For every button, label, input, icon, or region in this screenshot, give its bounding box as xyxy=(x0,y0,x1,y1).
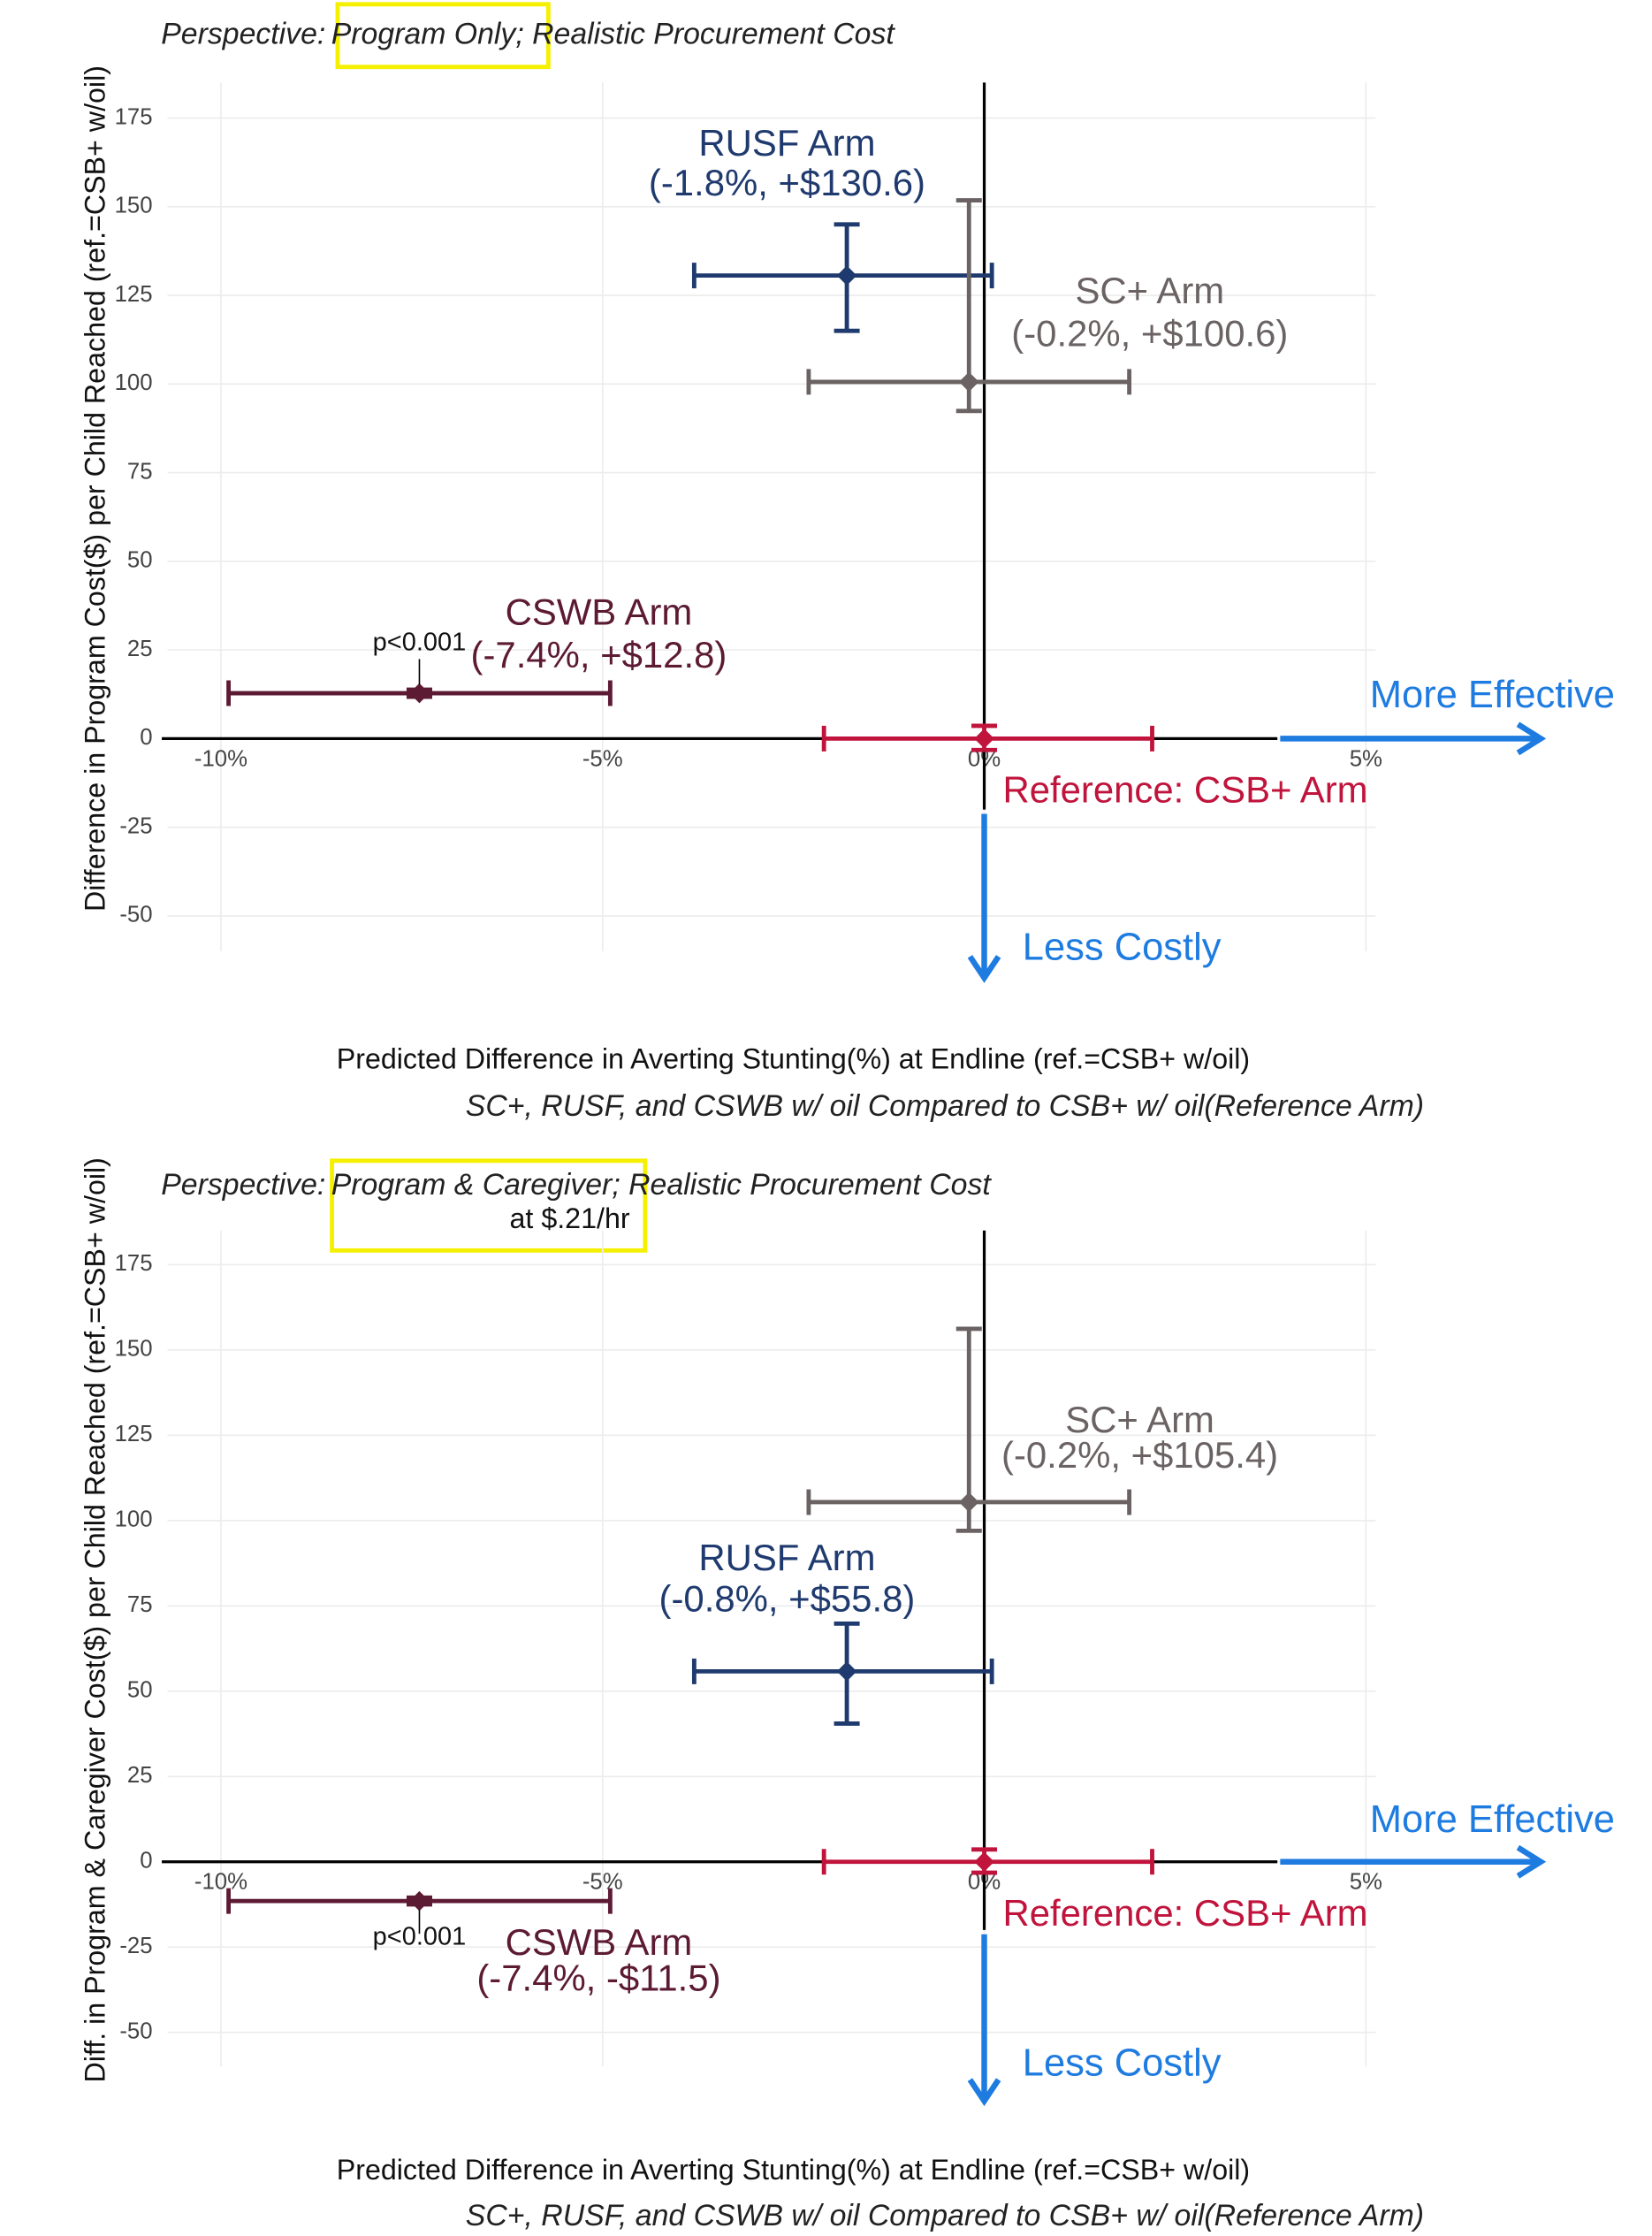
y-tick-label: -50 xyxy=(119,2019,152,2044)
chart-title: Perspective: Program Only; Realistic Proc… xyxy=(161,17,895,50)
x-tick-label: -10% xyxy=(194,1870,247,1895)
annotation: p<0.001 xyxy=(373,628,467,656)
x-tick-label: 5% xyxy=(1350,746,1382,771)
y-tick-label: 125 xyxy=(115,282,153,307)
series-label: SC+ Arm xyxy=(1075,270,1224,311)
chart-title: Perspective: Program & Caregiver; Realist… xyxy=(161,1168,992,1202)
y-tick-label: 150 xyxy=(115,1337,153,1362)
arrow-head xyxy=(967,2078,1001,2107)
series-value-label: (-0.2%, +$100.6) xyxy=(1011,312,1288,354)
series-value-label: (-0.8%, +$55.8) xyxy=(659,1578,916,1620)
point xyxy=(974,1851,994,1873)
y-tick-label: -50 xyxy=(119,903,152,927)
y-tick-label: 125 xyxy=(115,1422,153,1446)
annotation: More Effective xyxy=(1370,1798,1615,1841)
y-tick-label: 0 xyxy=(140,1849,152,1874)
y-tick-label: 150 xyxy=(115,194,153,218)
y-axis-title: Difference in Program Cost($) per Child … xyxy=(79,65,110,912)
series-label: Reference: CSB+ Arm xyxy=(1002,1892,1367,1934)
title-part: Program Only xyxy=(331,17,518,50)
arrow-head xyxy=(1516,1844,1547,1879)
title-part: Perspective: xyxy=(161,17,325,50)
y-tick-label: 175 xyxy=(115,1251,153,1276)
y-tick-label: 175 xyxy=(115,104,153,129)
y-tick-label: 0 xyxy=(140,725,152,750)
annotation: Less Costly xyxy=(1023,926,1222,968)
series-value-label: (-7.4%, +$12.8) xyxy=(471,634,727,675)
series-value-label: (-7.4%, -$11.5) xyxy=(476,1957,720,1998)
y-tick-label: 50 xyxy=(127,548,153,573)
series-label: CSWB Arm xyxy=(506,591,693,633)
x-tick-label: 5% xyxy=(1350,1870,1382,1895)
y-tick-label: 75 xyxy=(127,459,153,484)
x-axis-title: Predicted Difference in Averting Stuntin… xyxy=(337,1043,1250,1075)
point xyxy=(409,1890,430,1912)
title-part: ; Realistic Procurement Cost xyxy=(612,1168,992,1202)
x-tick-label: -10% xyxy=(194,746,247,771)
annotation: More Effective xyxy=(1370,674,1615,716)
y-tick-label: 25 xyxy=(127,637,153,661)
y-tick-label: 25 xyxy=(127,1763,153,1788)
title-part: ; Realistic Procurement Cost xyxy=(515,17,895,50)
chart-subtitle: at $.21/hr xyxy=(510,1202,630,1234)
annotation: Less Costly xyxy=(1023,2042,1222,2085)
caption: SC+, RUSF, and CSWB w/ oil Compared to C… xyxy=(466,1089,1424,1123)
point xyxy=(958,371,979,393)
y-tick-label: 75 xyxy=(127,1592,153,1617)
series-label: RUSF Arm xyxy=(698,122,875,164)
point xyxy=(974,729,994,749)
caption: SC+, RUSF, and CSWB w/ oil Compared to C… xyxy=(466,2199,1424,2232)
series-value-label: (-1.8%, +$130.6) xyxy=(649,162,925,203)
arrow-head xyxy=(1516,721,1547,756)
annotation: p<0.001 xyxy=(373,1923,467,1951)
arrow-head xyxy=(967,955,1001,983)
x-axis-title: Predicted Difference in Averting Stuntin… xyxy=(337,2154,1250,2186)
point xyxy=(836,265,857,286)
series-value-label: (-0.2%, +$105.4) xyxy=(1001,1434,1278,1476)
y-axis-title: Diff. in Program & Caregiver Cost($) per… xyxy=(79,1157,110,2082)
series-label: CSWB Arm xyxy=(506,1921,693,1963)
y-tick-label: 100 xyxy=(115,1507,153,1532)
title-part: Program & Caregiver xyxy=(331,1168,613,1202)
point xyxy=(958,1492,979,1513)
y-tick-label: -25 xyxy=(119,813,152,838)
y-tick-label: 100 xyxy=(115,370,153,395)
title-part: Perspective: xyxy=(161,1168,325,1202)
y-tick-label: -25 xyxy=(119,1934,152,1958)
series-label: SC+ Arm xyxy=(1065,1399,1214,1440)
point xyxy=(409,683,430,704)
series-label: Reference: CSB+ Arm xyxy=(1002,769,1367,811)
series-label: RUSF Arm xyxy=(698,1537,875,1578)
highlight-box xyxy=(330,1158,648,1253)
y-tick-label: 50 xyxy=(127,1678,153,1703)
x-tick-label: -5% xyxy=(582,746,623,771)
highlight-box xyxy=(335,2,551,70)
point xyxy=(836,1661,857,1682)
x-tick-label: -5% xyxy=(582,1870,623,1895)
